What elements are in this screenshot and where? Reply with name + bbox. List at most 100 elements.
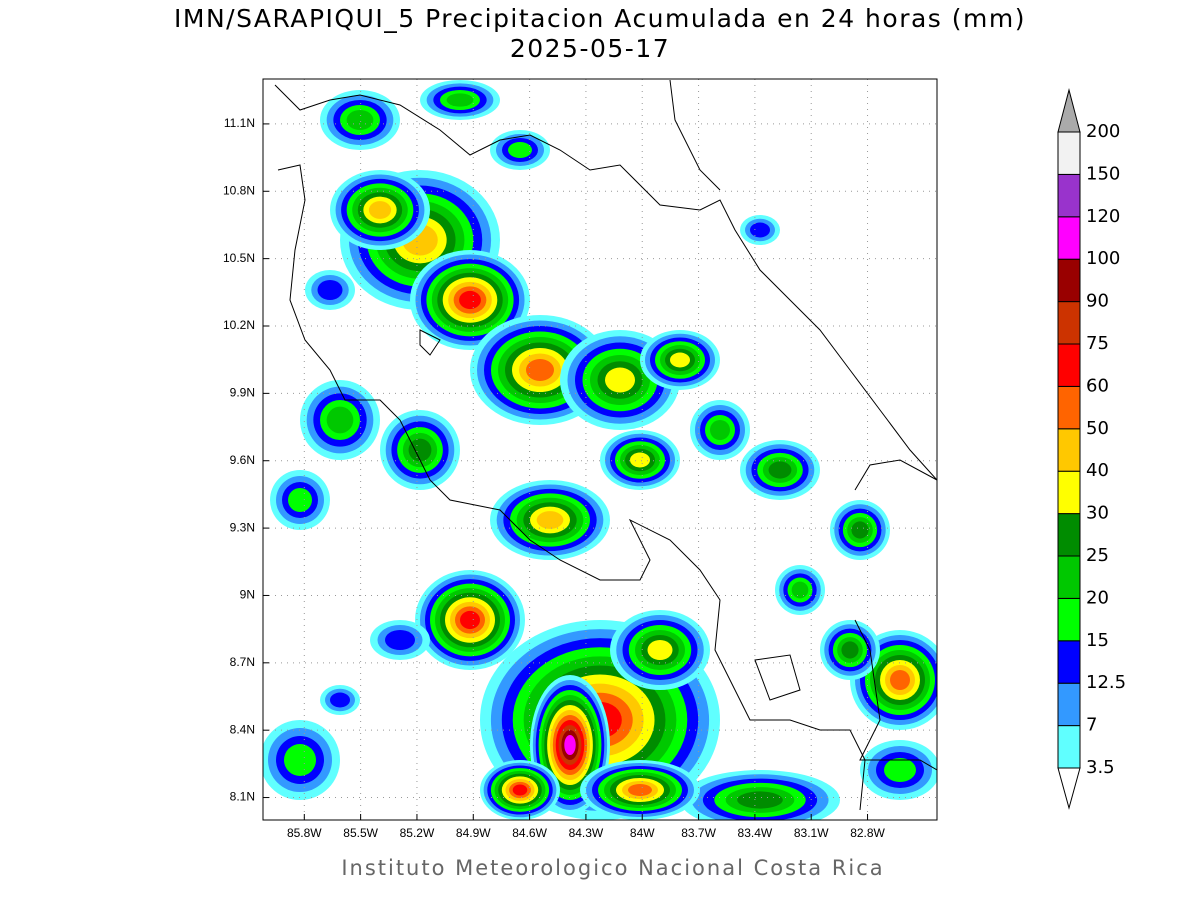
- precip-contour: [330, 692, 350, 708]
- colorbar-label: 100: [1086, 248, 1120, 269]
- colorbar-label: 75: [1086, 333, 1109, 354]
- y-tick-label: 11.1N: [224, 116, 255, 130]
- colorbar-over: [1057, 88, 1081, 133]
- precip-contour: [750, 222, 770, 238]
- y-tick-label: 9.9N: [230, 386, 255, 400]
- coastlines: [274, 79, 937, 811]
- colorbar-label: 15: [1086, 630, 1109, 651]
- y-tick-label: 10.5N: [223, 251, 255, 265]
- precip-contour: [841, 641, 859, 659]
- precip-contour: [368, 201, 392, 219]
- colorbar: 3.5 7 12.5 15 20 25 30 40 50 60 75 90 100 120 150 200: [1057, 88, 1126, 810]
- colorbar-segment: [1057, 343, 1081, 387]
- precip-contour: [630, 452, 650, 468]
- precip-contour: [710, 420, 730, 440]
- x-tick-label: 85.8W: [287, 826, 322, 840]
- precip-contour: [288, 488, 312, 512]
- colorbar-label: 200: [1086, 121, 1120, 142]
- colorbar-segment: [1057, 173, 1081, 218]
- colorbar-label: 90: [1086, 291, 1109, 312]
- precip-contour: [564, 735, 576, 755]
- date: 2025-05-17: [510, 34, 670, 63]
- colorbar-label: 20: [1086, 587, 1109, 608]
- colorbar-label: 30: [1086, 503, 1109, 524]
- border: [854, 459, 937, 771]
- colorbar-label: 40: [1086, 460, 1109, 481]
- precip-contour: [385, 630, 415, 650]
- precip-contour: [605, 367, 635, 393]
- precip-contour: [317, 280, 343, 300]
- colorbar-label: 120: [1086, 206, 1120, 227]
- precip-contour: [647, 640, 673, 660]
- colorbar-label: 7: [1086, 715, 1097, 736]
- y-tick-label: 8.7N: [230, 655, 255, 669]
- border: [669, 79, 721, 191]
- precip-contour: [284, 744, 316, 776]
- precip-contour: [737, 791, 783, 809]
- footer: Instituto Meteorologico Nacional Costa R…: [341, 856, 884, 880]
- colorbar-segment: [1057, 258, 1081, 303]
- precip-contour: [851, 521, 869, 539]
- precip-contour: [884, 758, 916, 782]
- colorbar-segment: [1057, 597, 1081, 642]
- x-tick-label: 83.1W: [794, 826, 829, 840]
- x-tick-label: 85.2W: [400, 826, 435, 840]
- grid: 85.8W 85.5W 85.2W 84.9W 84.6W 84.3W 84W 83.7W 83…: [223, 79, 937, 840]
- colorbar-label: 150: [1086, 163, 1120, 184]
- precip-contour: [408, 438, 432, 462]
- colorbar-segment: [1057, 301, 1081, 345]
- precip-contour: [628, 784, 652, 796]
- x-tick-label: 84.6W: [512, 826, 547, 840]
- x-tick-label: 83.4W: [738, 826, 773, 840]
- colorbar-under: [1057, 767, 1081, 810]
- precip-contour: [791, 581, 809, 599]
- precip-contour: [768, 461, 792, 479]
- x-tick-label: 84W: [630, 826, 655, 840]
- colorbar-label: 25: [1086, 545, 1109, 566]
- colorbar-segment: [1057, 725, 1081, 769]
- title: IMN/SARAPIQUI_5 Precipitacion Acumulada …: [174, 4, 1026, 33]
- precip-contour: [508, 142, 532, 158]
- colorbar-segment: [1057, 470, 1081, 515]
- coastline: [277, 164, 866, 811]
- precip-contour: [346, 110, 374, 130]
- y-tick-label: 9N: [240, 588, 255, 602]
- colorbar-segment: [1057, 682, 1081, 727]
- precip-contour: [890, 670, 910, 690]
- colorbar-label: 3.5: [1086, 757, 1115, 778]
- y-tick-label: 8.4N: [230, 722, 255, 736]
- colorbar-label: 50: [1086, 418, 1109, 439]
- colorbar-segment: [1057, 513, 1081, 557]
- colorbar-label: 12.5: [1086, 672, 1126, 693]
- y-tick-label: 9.6N: [230, 453, 255, 467]
- y-tick-label: 10.8N: [223, 183, 255, 197]
- precip-contour: [526, 359, 554, 381]
- colorbar-segment: [1057, 131, 1081, 175]
- y-tick-label: 9.3N: [230, 520, 255, 534]
- precip-contour: [512, 784, 528, 796]
- x-tick-label: 84.3W: [569, 826, 604, 840]
- precip-contour: [460, 610, 480, 630]
- colorbar-segment: [1057, 555, 1081, 599]
- precip-contour: [459, 290, 481, 310]
- precip-contour: [670, 352, 690, 368]
- coastline: [754, 654, 801, 701]
- precip-contour: [326, 406, 354, 434]
- precip-contour: [536, 511, 564, 529]
- colorbar-label: 60: [1086, 375, 1109, 396]
- precip-field: [263, 80, 937, 820]
- map-frame: [262, 78, 938, 821]
- x-tick-label: 83.7W: [681, 826, 716, 840]
- x-tick-label: 85.5W: [343, 826, 378, 840]
- x-tick-label: 82.8W: [850, 826, 885, 840]
- coastline: [274, 84, 937, 481]
- colorbar-segment: [1057, 216, 1081, 260]
- colorbar-segment: [1057, 640, 1081, 684]
- coastline: [419, 329, 441, 356]
- x-tick-label: 84.9W: [456, 826, 491, 840]
- colorbar-segment: [1057, 428, 1081, 472]
- y-tick-label: 8.1N: [230, 790, 255, 804]
- precip-contour: [446, 93, 474, 107]
